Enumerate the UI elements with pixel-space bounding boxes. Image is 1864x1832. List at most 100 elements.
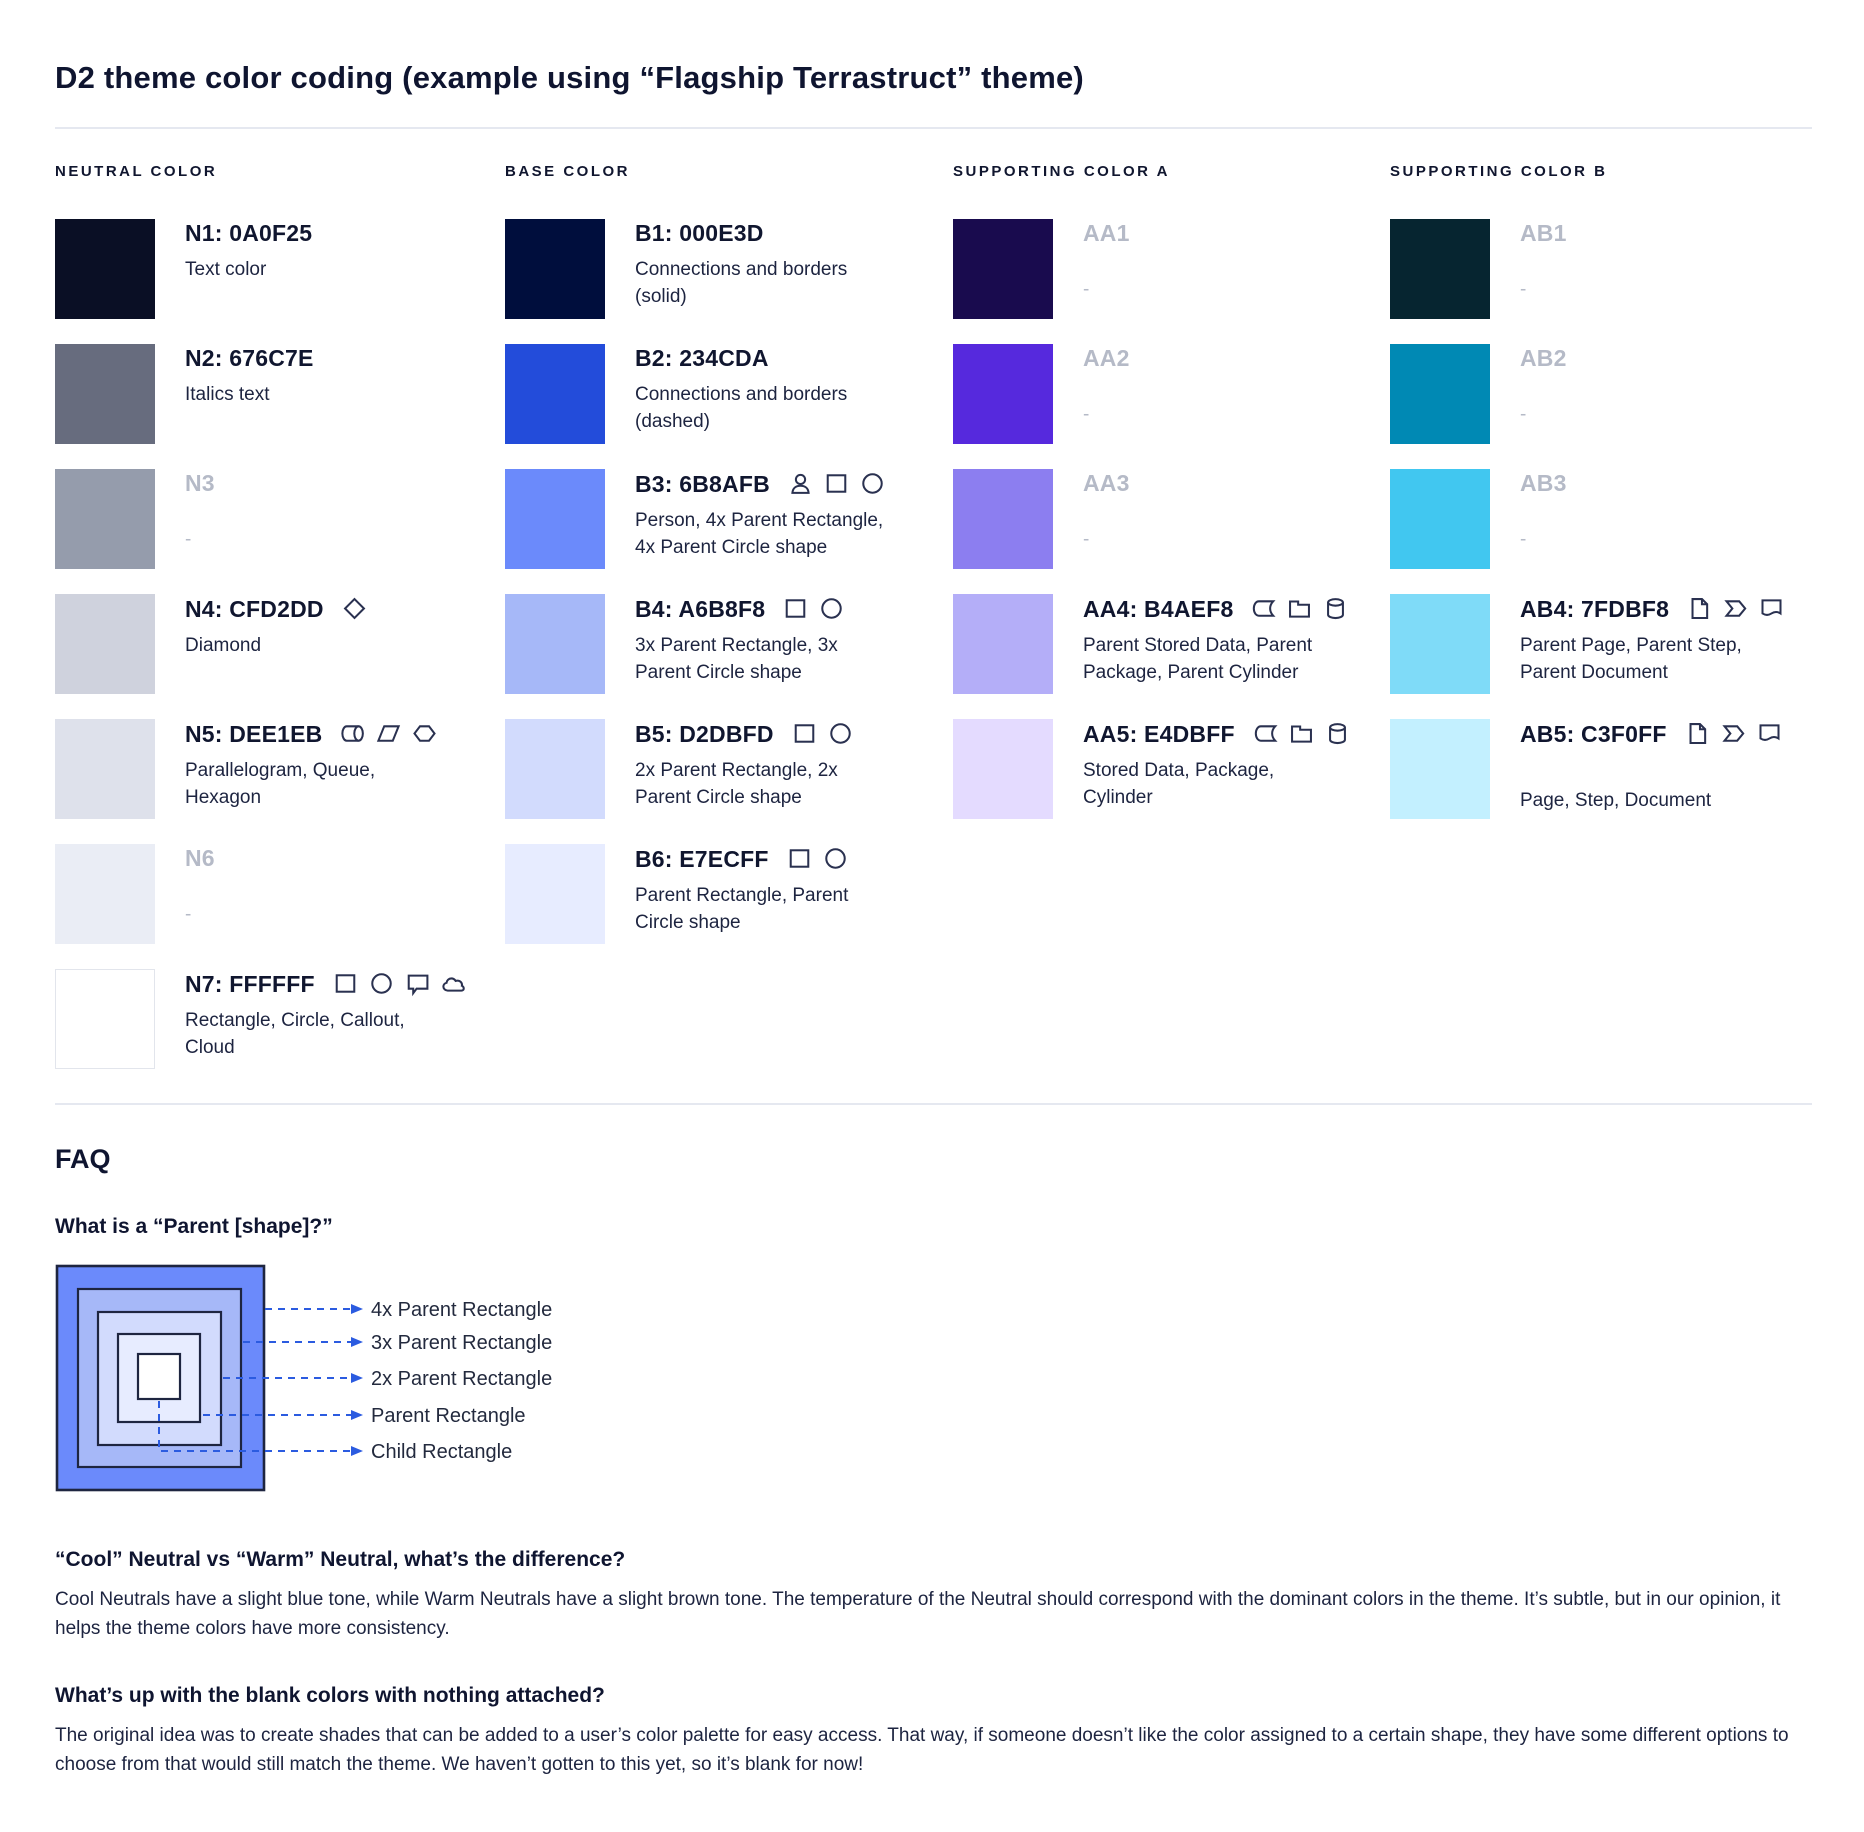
swatch-label: AB4: 7FDBF8 bbox=[1520, 595, 1670, 622]
rectangle-icon bbox=[332, 970, 359, 997]
color-swatch bbox=[953, 219, 1053, 319]
color-swatch bbox=[505, 844, 605, 944]
swatch-text: B4: A6B8F8 3x Parent Rectangle, 3x Parent… bbox=[635, 594, 897, 694]
color-swatch bbox=[505, 219, 605, 319]
faq-question-blank-colors: What’s up with the blank colors with not… bbox=[55, 1684, 605, 1707]
swatch-desc: Italics text bbox=[185, 384, 270, 405]
swatch-desc: Text color bbox=[185, 259, 267, 280]
swatch-label: N1: 0A0F25 bbox=[185, 220, 313, 246]
swatch-label: AB5: C3F0FF bbox=[1520, 720, 1667, 747]
swatch-desc: - bbox=[1083, 529, 1090, 550]
swatch-desc: - bbox=[1520, 404, 1527, 425]
swatch-row: AA4: B4AEF8 Parent Stored Data, Parent Pa… bbox=[953, 594, 1390, 694]
color-swatch bbox=[505, 719, 605, 819]
child-rectangle bbox=[136, 1352, 182, 1401]
swatch-label-row: AA1 bbox=[1083, 220, 1130, 246]
swatch-text: N4: CFD2DD Diamond bbox=[185, 594, 368, 694]
faq-answer-blank-colors: The original idea was to create shades t… bbox=[55, 1725, 1789, 1775]
swatch-label-row: AB4: 7FDBF8 bbox=[1520, 595, 1785, 622]
swatch-label: N7: FFFFFF bbox=[185, 970, 315, 997]
swatch-label: N6 bbox=[185, 845, 215, 871]
swatch-desc: Parent Stored Data, Parent Package, Pare… bbox=[1083, 635, 1313, 683]
swatch-desc: - bbox=[1083, 404, 1090, 425]
swatch-row: AA2 - bbox=[953, 344, 1390, 444]
swatch-label: AA5: E4DBFF bbox=[1083, 720, 1235, 747]
color-swatch bbox=[55, 594, 155, 694]
swatch-row: N3 - bbox=[55, 469, 505, 569]
swatch-label-row: AA3 bbox=[1083, 470, 1130, 496]
page-title: D2 theme color coding (example using “Fl… bbox=[55, 60, 1084, 95]
page-icon bbox=[1686, 595, 1713, 622]
color-swatch bbox=[953, 719, 1053, 819]
circle-icon bbox=[827, 720, 854, 747]
swatch-desc: - bbox=[1083, 279, 1090, 300]
swatch-label-row: N4: CFD2DD bbox=[185, 595, 368, 622]
swatch-row: N6 - bbox=[55, 844, 505, 944]
swatch-label-row: N2: 676C7E bbox=[185, 345, 314, 371]
shape-icons bbox=[1684, 720, 1783, 747]
swatch-row: AA1 - bbox=[953, 219, 1390, 319]
swatch-label-row: AB1 bbox=[1520, 220, 1567, 246]
nested-rectangles-diagram: 4x Parent Rectangle 3x Parent Rectangle … bbox=[55, 1264, 552, 1492]
swatch-label: AB2 bbox=[1520, 345, 1567, 371]
swatch-label-row: B5: D2DBFD bbox=[635, 720, 897, 747]
swatch-label: AA2 bbox=[1083, 345, 1130, 371]
color-swatch bbox=[55, 469, 155, 569]
swatch-row: B5: D2DBFD 2x Parent Rectangle, 2x Parent… bbox=[505, 719, 953, 819]
arrow-line bbox=[158, 1401, 351, 1452]
swatch-label: B3: 6B8AFB bbox=[635, 470, 770, 497]
swatch-desc: Connections and borders (dashed) bbox=[635, 384, 848, 432]
faq-title: FAQ bbox=[55, 1144, 111, 1174]
swatch-label-row: B2: 234CDA bbox=[635, 345, 897, 371]
column-header: SUPPORTING COLOR B bbox=[1390, 163, 1608, 180]
diagram-label: 2x Parent Rectangle bbox=[371, 1368, 552, 1390]
swatch-row: B4: A6B8F8 3x Parent Rectangle, 3x Parent… bbox=[505, 594, 953, 694]
swatch-row: AB5: C3F0FF Page, Step, Document bbox=[1390, 719, 1812, 819]
swatch-text: N3 - bbox=[185, 469, 215, 569]
swatch-label: N5: DEE1EB bbox=[185, 720, 323, 747]
swatch-text: B5: D2DBFD 2x Parent Rectangle, 2x Parent… bbox=[635, 719, 897, 819]
swatch-label-row: AA5: E4DBFF bbox=[1083, 720, 1351, 747]
swatch-desc: Parent Page, Parent Step, Parent Documen… bbox=[1520, 635, 1742, 683]
swatch-text: AA3 - bbox=[1083, 469, 1130, 569]
swatch-rows: AA1 - AA2 - AA3 - AA4: B4AEF8 Parent Stored Dat… bbox=[953, 219, 1390, 819]
diagram-label: Child Rectangle bbox=[371, 1441, 512, 1463]
color-swatch bbox=[1390, 594, 1490, 694]
swatch-label-row: N7: FFFFFF bbox=[185, 970, 467, 997]
swatch-label-row: N3 bbox=[185, 470, 215, 496]
faq-question-parent-shape: What is a “Parent [shape]?” bbox=[55, 1215, 333, 1238]
swatch-desc: Person, 4x Parent Rectangle, 4x Parent C… bbox=[635, 510, 884, 558]
swatch-row: B1: 000E3D Connections and borders (solid… bbox=[505, 219, 953, 319]
parent-shape-diagram: 4x Parent Rectangle 3x Parent Rectangle … bbox=[55, 1264, 1812, 1503]
circle-icon bbox=[859, 470, 886, 497]
swatch-text: N7: FFFFFF Rectangle, Circle, Callout, Cl… bbox=[185, 969, 467, 1069]
swatch-label: AA1 bbox=[1083, 220, 1130, 246]
swatch-row: N5: DEE1EB Parallelogram, Queue, Hexagon bbox=[55, 719, 505, 819]
swatch-text: B6: E7ECFF Parent Rectangle, Parent Circl… bbox=[635, 844, 897, 944]
swatch-label: N4: CFD2DD bbox=[185, 595, 324, 622]
parallelogram-icon bbox=[375, 720, 402, 747]
swatch-label: B1: 000E3D bbox=[635, 220, 764, 246]
swatch-label: N3 bbox=[185, 470, 215, 496]
rectangle-icon bbox=[791, 720, 818, 747]
swatch-row: B2: 234CDA Connections and borders (dashe… bbox=[505, 344, 953, 444]
swatch-label: AA4: B4AEF8 bbox=[1083, 595, 1234, 622]
palette-column-2: BASE COLOR B1: 000E3D Connections and bord… bbox=[505, 163, 953, 944]
swatch-row: AB3 - bbox=[1390, 469, 1812, 569]
swatch-text: AA1 - bbox=[1083, 219, 1130, 319]
swatch-desc: 3x Parent Rectangle, 3x Parent Circle sh… bbox=[635, 635, 838, 683]
swatch-text: AB1 - bbox=[1520, 219, 1567, 319]
swatch-label-row: B3: 6B8AFB bbox=[635, 470, 897, 497]
color-swatch bbox=[55, 969, 155, 1069]
circle-icon bbox=[822, 845, 849, 872]
swatch-text: AA4: B4AEF8 Parent Stored Data, Parent Pa… bbox=[1083, 594, 1349, 694]
swatch-desc: - bbox=[185, 904, 192, 925]
circle-icon bbox=[818, 595, 845, 622]
arrowhead-icon bbox=[351, 1373, 363, 1383]
stored-data-icon bbox=[1250, 595, 1277, 622]
color-swatch bbox=[55, 844, 155, 944]
swatch-row: N4: CFD2DD Diamond bbox=[55, 594, 505, 694]
rectangle-icon bbox=[786, 845, 813, 872]
color-swatch bbox=[953, 594, 1053, 694]
swatch-text: AA5: E4DBFF Stored Data, Package, Cylinde… bbox=[1083, 719, 1351, 819]
